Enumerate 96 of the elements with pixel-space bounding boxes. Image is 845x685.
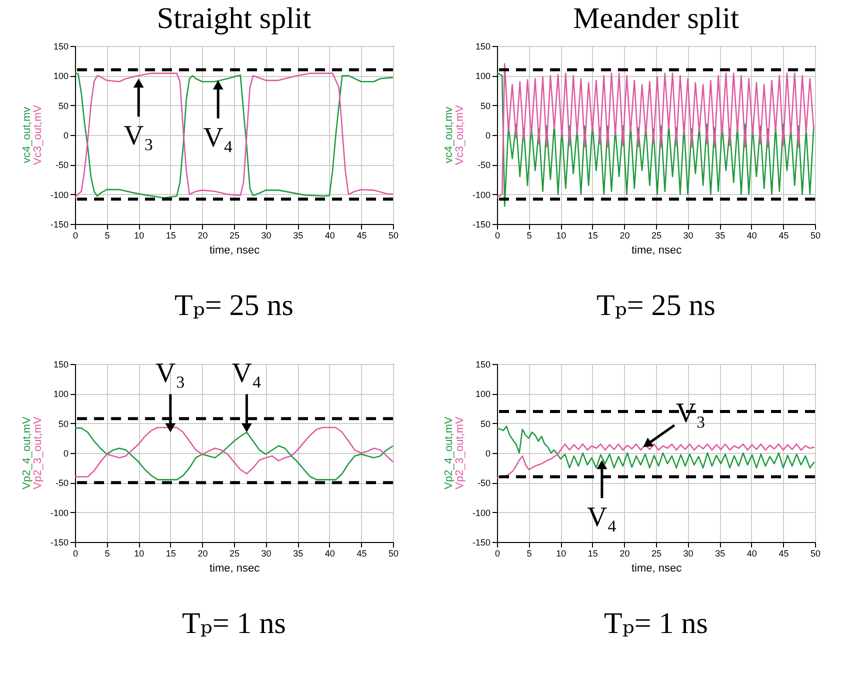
y-tick-label: 50	[58, 418, 68, 429]
text: Tₚ= 25 ns	[596, 289, 716, 322]
x-tick-label: 5	[526, 230, 532, 240]
x-tick-label: 40	[746, 230, 757, 240]
x-tick-label: 25	[651, 548, 662, 558]
x-tick-label: 20	[620, 230, 630, 240]
annotation: V₄	[232, 358, 262, 390]
y-tick-label: 150	[475, 360, 490, 370]
y-tick-label: 50	[480, 100, 490, 111]
x-axis-title: time, nsec	[209, 244, 260, 256]
x-tick-label: 0	[494, 548, 500, 558]
x-tick-label: 20	[198, 230, 208, 240]
text: Vc3_out,mV	[32, 104, 44, 165]
annotation: V₄	[203, 122, 234, 154]
y-tick-label: 0	[485, 448, 490, 458]
y-tick-label: -50	[477, 478, 490, 488]
x-tick-label: 45	[778, 548, 789, 558]
x-tick-label: 10	[556, 230, 566, 240]
x-axis-title: time, nsec	[631, 562, 682, 574]
x-tick-label: 10	[134, 548, 144, 558]
x-tick-label: 15	[588, 548, 598, 558]
x-tick-label: 35	[715, 230, 726, 240]
x-tick-label: 40	[324, 548, 335, 558]
y-tick-label: -100	[472, 508, 490, 518]
x-tick-label: 25	[651, 230, 662, 240]
x-tick-label: 45	[778, 230, 789, 240]
x-tick-label: 0	[72, 230, 78, 240]
x-tick-label: 50	[388, 230, 399, 240]
x-tick-label: 5	[104, 230, 110, 240]
x-tick-label: 35	[715, 548, 726, 558]
x-axis-title: time, nsec	[631, 244, 682, 256]
x-tick-label: 25	[229, 548, 240, 558]
y-tick-label: 150	[53, 360, 68, 370]
y-tick-label: -150	[50, 220, 68, 230]
y-tick-label: -50	[55, 478, 68, 488]
y-tick-label: 100	[53, 71, 68, 82]
x-tick-label: 40	[746, 548, 757, 558]
y-tick-label: 50	[58, 100, 68, 111]
x-tick-label: 40	[324, 230, 335, 240]
x-tick-label: 30	[261, 230, 272, 240]
x-tick-label: 30	[261, 548, 272, 558]
text: Tₚ= 25 ns	[174, 289, 294, 322]
x-tick-label: 50	[388, 548, 399, 558]
text: Tₚ= 1 ns	[182, 607, 286, 640]
x-tick-label: 5	[526, 548, 532, 558]
x-tick-label: 50	[810, 548, 821, 558]
y-tick-label: -150	[50, 538, 68, 548]
x-tick-label: 30	[683, 230, 694, 240]
x-tick-label: 0	[494, 230, 500, 240]
y-tick-label: 150	[475, 42, 490, 52]
annotation: V₃	[676, 398, 706, 429]
x-tick-label: 35	[293, 548, 304, 558]
x-tick-label: 15	[166, 548, 176, 558]
y-tick-label: 150	[53, 42, 68, 52]
x-tick-label: 10	[134, 230, 144, 240]
x-tick-label: 30	[683, 548, 694, 558]
y-tick-label: 0	[485, 130, 490, 140]
x-tick-label: 45	[356, 230, 367, 240]
x-tick-label: 25	[229, 230, 240, 240]
x-tick-label: 50	[810, 230, 821, 240]
x-axis-title: time, nsec	[209, 562, 260, 574]
annotation: V₄	[586, 502, 617, 534]
chart-title: Straight split	[156, 2, 312, 35]
annotation: V₃	[124, 120, 154, 152]
y-tick-label: -100	[50, 508, 68, 518]
y-tick-label: -150	[472, 538, 490, 548]
y-tick-label: 100	[53, 389, 68, 400]
text: Vp2_3_out,mV	[32, 416, 44, 490]
y-tick-label: -50	[55, 160, 68, 170]
y-tick-label: 100	[475, 71, 490, 82]
x-tick-label: 15	[588, 230, 598, 240]
x-tick-label: 45	[356, 548, 367, 558]
text: vc4_out,mv	[443, 106, 455, 164]
text: vc4_out,mv	[21, 106, 33, 164]
y-tick-label: -100	[50, 190, 68, 200]
text: Tₚ= 1 ns	[604, 607, 708, 640]
x-tick-label: 20	[198, 548, 208, 558]
y-tick-label: 0	[63, 130, 68, 140]
y-tick-label: 50	[480, 418, 490, 429]
x-tick-label: 10	[556, 548, 566, 558]
x-tick-label: 0	[72, 548, 78, 558]
x-tick-label: 35	[293, 230, 304, 240]
y-tick-label: 0	[63, 448, 68, 458]
y-tick-label: -150	[472, 220, 490, 230]
text: Vp2_3_out,mV	[454, 416, 466, 490]
y-tick-label: -50	[477, 160, 490, 170]
text: Vp2_4_out,mV	[443, 416, 455, 490]
x-tick-label: 15	[166, 230, 176, 240]
y-tick-label: -100	[472, 190, 490, 200]
annotation: V₃	[155, 358, 186, 390]
text: Vp2_4_out,mV	[21, 416, 33, 490]
y-tick-label: 100	[475, 389, 490, 400]
text: Vc3_out,mV	[454, 104, 466, 165]
x-tick-label: 20	[620, 548, 630, 558]
x-tick-label: 5	[104, 548, 110, 558]
chart-title: Meander split	[573, 2, 740, 35]
